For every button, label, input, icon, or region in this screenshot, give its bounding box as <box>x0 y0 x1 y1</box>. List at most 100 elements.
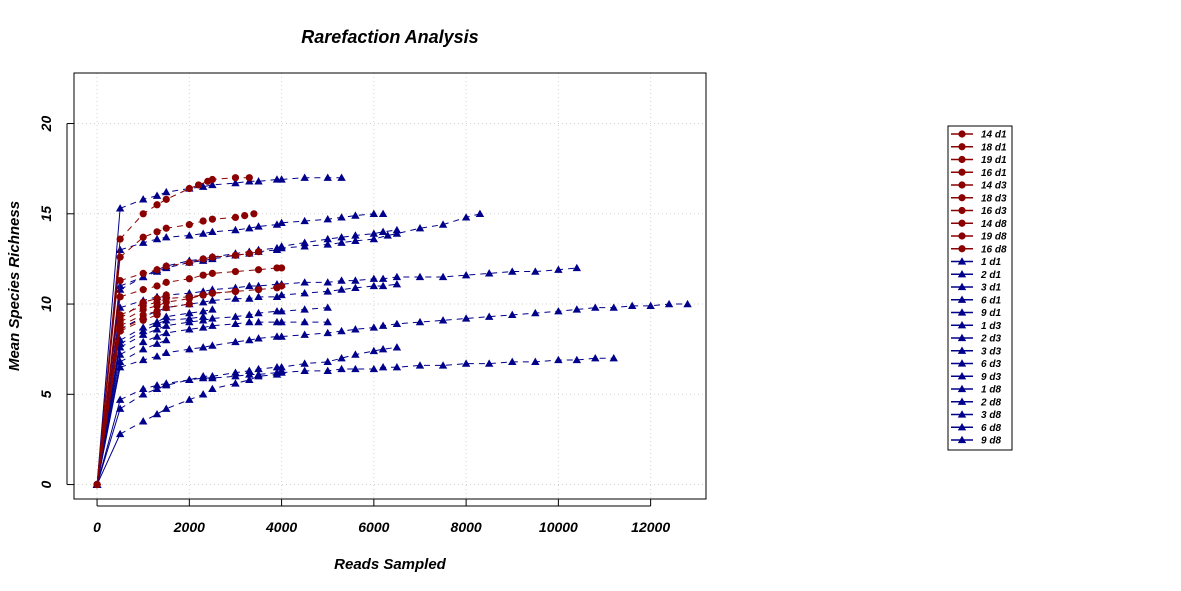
series-line <box>96 361 121 485</box>
data-point <box>162 298 170 306</box>
x-axis-label: Reads Sampled <box>334 556 447 573</box>
data-point <box>231 368 240 376</box>
series-line <box>96 433 121 485</box>
data-point <box>369 209 379 217</box>
legend-marker <box>958 219 966 227</box>
data-point <box>323 357 332 365</box>
data-point <box>272 370 282 378</box>
data-point <box>231 294 240 302</box>
data-point <box>337 173 346 181</box>
legend-label: 6 d1 <box>981 295 1001 306</box>
data-point <box>185 184 193 193</box>
legend-item: 9 d1 <box>951 308 1001 319</box>
legend-item: 14 d8 <box>951 219 1007 230</box>
legend-label: 14 d3 <box>981 181 1007 192</box>
data-point <box>508 267 517 275</box>
series-18-d1 <box>93 210 258 489</box>
data-point <box>369 346 379 355</box>
data-point <box>438 316 448 324</box>
data-point <box>116 253 124 261</box>
legend-label: 3 d1 <box>981 283 1001 294</box>
data-point <box>115 429 125 438</box>
data-point <box>138 326 148 335</box>
data-point <box>591 303 600 311</box>
legend-label: 9 d1 <box>981 308 1001 319</box>
data-point <box>323 303 332 311</box>
data-point <box>245 317 254 326</box>
data-point <box>337 213 346 221</box>
data-point <box>415 272 425 281</box>
data-point <box>277 282 286 290</box>
data-point <box>277 175 286 183</box>
data-point <box>116 325 124 333</box>
data-point <box>231 379 240 387</box>
series-layer <box>92 173 692 489</box>
legend-item: 1 d8 <box>951 385 1001 396</box>
data-point <box>572 263 582 272</box>
data-point <box>208 341 217 349</box>
data-point <box>139 298 147 306</box>
data-point <box>116 293 124 301</box>
data-point <box>254 286 263 294</box>
data-point <box>484 359 494 367</box>
data-point <box>194 181 203 189</box>
data-point <box>277 218 286 226</box>
data-point <box>139 210 147 218</box>
legend-item: 14 d3 <box>951 181 1007 192</box>
data-point <box>138 355 148 364</box>
legend-label: 19 d1 <box>981 155 1007 166</box>
series-3-d8 <box>92 354 618 488</box>
data-point <box>138 344 148 353</box>
series-line <box>119 294 167 319</box>
data-point <box>254 364 263 373</box>
data-point <box>199 255 207 263</box>
data-point <box>323 278 332 286</box>
data-point <box>351 231 360 239</box>
legend-label: 1 d3 <box>981 321 1001 332</box>
data-point <box>138 238 148 246</box>
data-point <box>139 233 147 241</box>
data-point <box>277 290 286 299</box>
legend-marker <box>958 130 966 138</box>
data-point <box>208 175 216 184</box>
x-axis: 0 2000 4000 6000 8000 10000 12000 <box>93 499 670 535</box>
legend-label: 9 d3 <box>981 372 1001 383</box>
series-line <box>119 177 250 240</box>
x-tick-label: 2000 <box>173 519 205 535</box>
data-point <box>153 201 161 209</box>
data-point <box>554 265 563 273</box>
series-2-d3 <box>92 303 332 488</box>
data-point <box>392 272 402 281</box>
data-point <box>208 215 216 223</box>
x-tick-label: 12000 <box>631 519 670 535</box>
data-point <box>277 317 286 326</box>
data-point <box>508 357 517 365</box>
data-point <box>254 317 263 326</box>
series-2-d8 <box>92 335 171 488</box>
data-point <box>369 281 379 290</box>
data-point <box>115 303 125 311</box>
legend-label: 9 d8 <box>981 436 1001 447</box>
legend-marker <box>957 384 967 393</box>
legend-item: 14 d1 <box>951 130 1007 141</box>
grid <box>74 73 706 499</box>
legend-item: 6 d1 <box>951 295 1001 306</box>
data-point <box>138 384 148 393</box>
data-point <box>139 286 147 294</box>
data-point <box>115 204 125 212</box>
legend-item: 1 d3 <box>951 321 1001 332</box>
legend-marker <box>957 295 967 303</box>
data-point <box>683 299 692 308</box>
data-point <box>162 187 171 196</box>
data-point <box>554 355 563 364</box>
data-point <box>475 209 485 217</box>
series-line <box>119 339 167 363</box>
data-point <box>241 212 249 220</box>
data-point <box>378 281 388 290</box>
series-line <box>119 290 236 323</box>
data-point <box>115 363 125 371</box>
data-point <box>245 375 254 384</box>
data-point <box>116 235 124 243</box>
data-point <box>254 334 263 342</box>
